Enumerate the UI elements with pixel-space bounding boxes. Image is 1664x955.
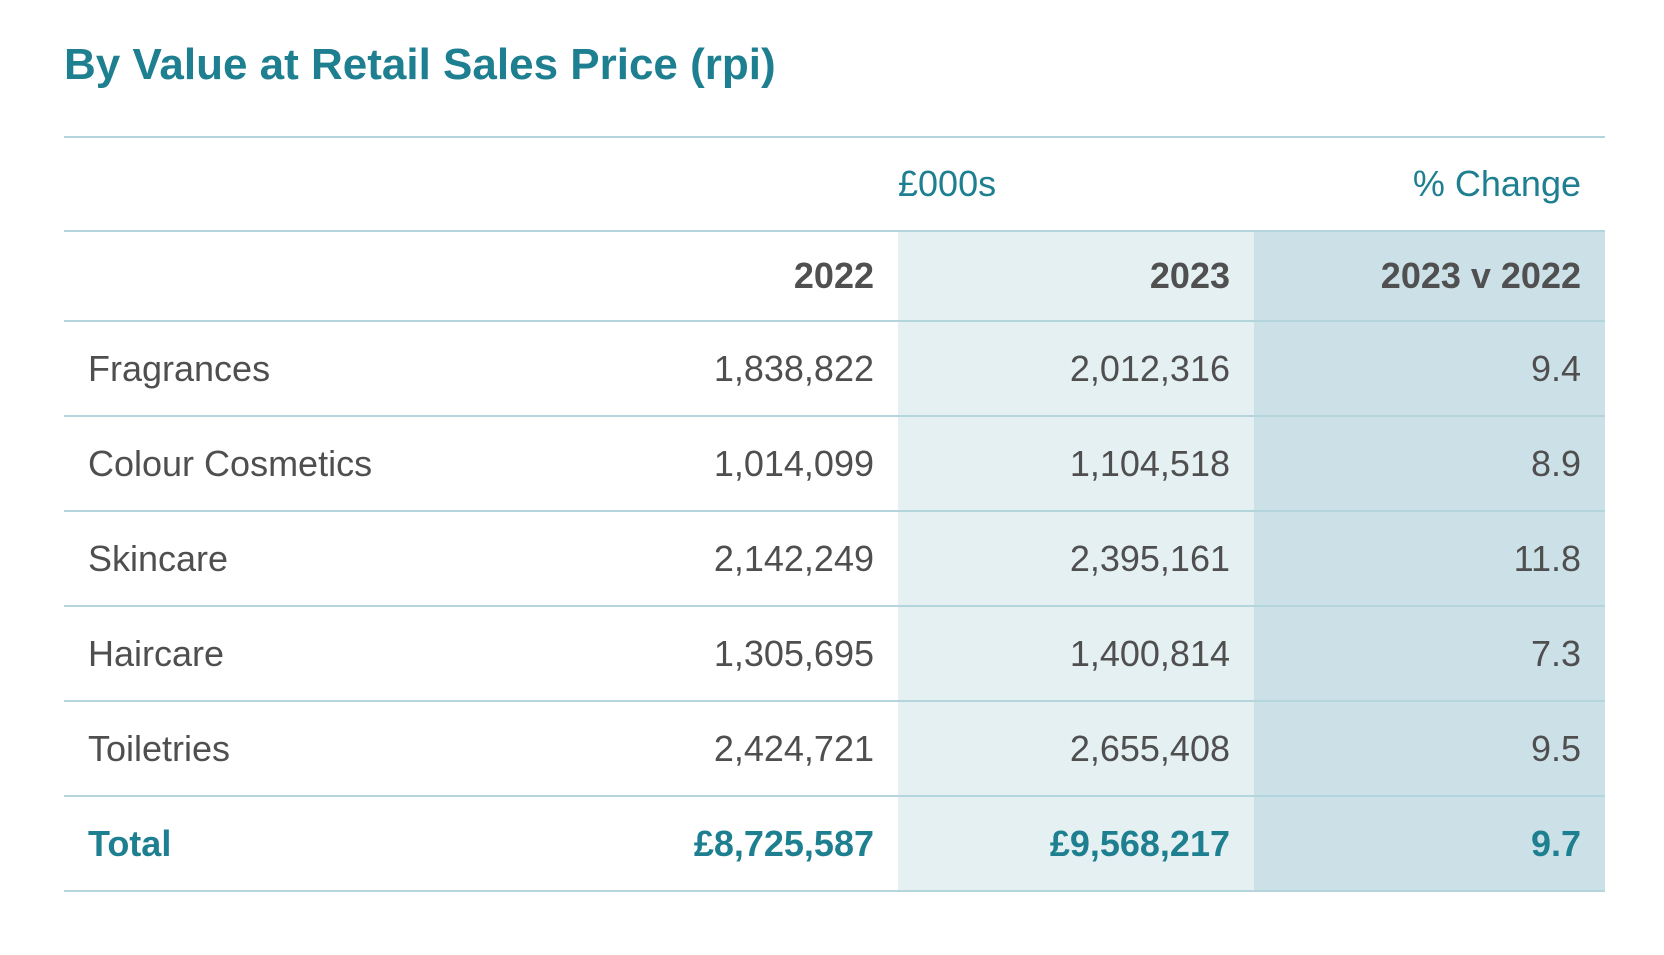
total-value-2022: £8,725,587 <box>478 796 898 892</box>
row-value-2022: 1,838,822 <box>478 321 898 417</box>
total-label: Total <box>64 796 478 892</box>
row-value-2022: 2,424,721 <box>478 701 898 797</box>
row-category: Colour Cosmetics <box>64 416 478 512</box>
year-header-row: 2022 2023 2023 v 2022 <box>64 231 1605 322</box>
row-category: Haircare <box>64 606 478 702</box>
table-title: By Value at Retail Sales Price (rpi) <box>64 40 776 89</box>
units-header-change: % Change <box>1254 136 1605 232</box>
units-header-gbp-left <box>478 136 898 232</box>
table-row: Skincare 2,142,249 2,395,161 11.8 <box>64 511 1605 607</box>
row-category: Skincare <box>64 511 478 607</box>
table-row: Fragrances 1,838,822 2,012,316 9.4 <box>64 321 1605 417</box>
row-value-2022: 1,014,099 <box>478 416 898 512</box>
row-category: Toiletries <box>64 701 478 797</box>
row-change: 8.9 <box>1254 416 1605 512</box>
row-change: 7.3 <box>1254 606 1605 702</box>
total-value-2023: £9,568,217 <box>898 796 1254 892</box>
total-row: Total £8,725,587 £9,568,217 9.7 <box>64 796 1605 892</box>
row-value-2023: 2,395,161 <box>898 511 1254 607</box>
row-change: 9.4 <box>1254 321 1605 417</box>
row-change: 9.5 <box>1254 701 1605 797</box>
table-row: Colour Cosmetics 1,014,099 1,104,518 8.9 <box>64 416 1605 512</box>
units-header-blank <box>64 136 478 232</box>
row-value-2023: 1,104,518 <box>898 416 1254 512</box>
row-change: 11.8 <box>1254 511 1605 607</box>
units-header-gbp: £000s <box>898 136 1254 232</box>
row-value-2023: 2,655,408 <box>898 701 1254 797</box>
total-change: 9.7 <box>1254 796 1605 892</box>
units-header-row: £000s % Change <box>64 136 1605 232</box>
year-header-change: 2023 v 2022 <box>1254 231 1605 322</box>
row-value-2023: 1,400,814 <box>898 606 1254 702</box>
table-row: Haircare 1,305,695 1,400,814 7.3 <box>64 606 1605 702</box>
row-category: Fragrances <box>64 321 478 417</box>
table-row: Toiletries 2,424,721 2,655,408 9.5 <box>64 701 1605 797</box>
sales-table: £000s % Change 2022 2023 2023 v 2022 Fra… <box>64 136 1605 892</box>
year-header-2022: 2022 <box>478 231 898 322</box>
year-header-2023: 2023 <box>898 231 1254 322</box>
row-value-2022: 1,305,695 <box>478 606 898 702</box>
row-value-2023: 2,012,316 <box>898 321 1254 417</box>
row-value-2022: 2,142,249 <box>478 511 898 607</box>
year-header-label <box>64 231 478 322</box>
